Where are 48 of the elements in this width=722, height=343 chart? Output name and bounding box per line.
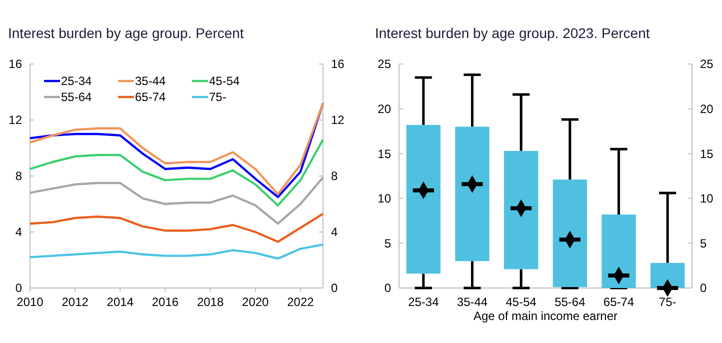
x-tick-label: 75- [658,295,676,309]
y-tick-label: 0 [384,281,392,296]
y2-tick-label: 4 [331,225,338,240]
chart-title: Interest burden by age group. Percent [8,25,244,41]
y-tick-label: 12 [8,113,22,128]
x-tick-label: 45-54 [506,295,537,309]
line-series [28,244,324,260]
x-tick-label: 2016 [152,295,179,309]
y2-tick-label: 25 [700,57,714,72]
y2-tick-label: 10 [700,192,714,206]
x-tick-label: 65-74 [603,295,634,309]
y2-tick-label: 12 [331,113,345,128]
x-tick-label: 2014 [106,295,134,309]
x-tick-label: 35-44 [456,295,488,309]
y-tick-label: 4 [15,225,22,240]
y2-tick-label: 8 [331,169,338,184]
legend-label: 35-44 [135,74,166,88]
x-tick-label: 2012 [62,295,89,309]
legend-label: 45-54 [209,74,240,88]
y-tick-label: 15 [378,146,392,161]
y2-tick-label: 0 [331,281,338,296]
y2-tick-label: 5 [700,236,707,250]
x-tick-label: 2010 [16,295,44,309]
y-tick-label: 20 [378,102,392,116]
line-series [28,212,324,243]
y-tick-label: 5 [384,236,392,250]
x-tick-label: 2022 [287,295,314,309]
y-tick-label: 16 [8,57,22,72]
y2-tick-label: 20 [700,102,714,116]
legend-label: 75- [209,90,226,104]
y2-tick-label: 0 [700,281,707,296]
x-tick-label: 2020 [242,295,270,309]
x-tick-label: 55-64 [554,295,586,309]
legend-label: 55-64 [61,90,92,104]
chart-title: Interest burden by age group. 2023. Percent [375,25,650,41]
y-tick-label: 25 [378,57,392,72]
x-axis-title: Age of main income earner [473,309,618,323]
x-tick-label: 25-34 [408,295,440,309]
legend-label: 25-34 [61,74,92,88]
y2-tick-label: 15 [700,146,714,161]
y-tick-label: 10 [378,192,392,206]
x-tick-label: 2018 [196,295,224,309]
line-series [28,176,324,225]
y-tick-label: 8 [15,169,22,184]
y-tick-label: 0 [15,281,22,296]
legend-label: 65-74 [135,90,166,104]
line-series [28,138,324,206]
y2-tick-label: 16 [331,57,345,72]
